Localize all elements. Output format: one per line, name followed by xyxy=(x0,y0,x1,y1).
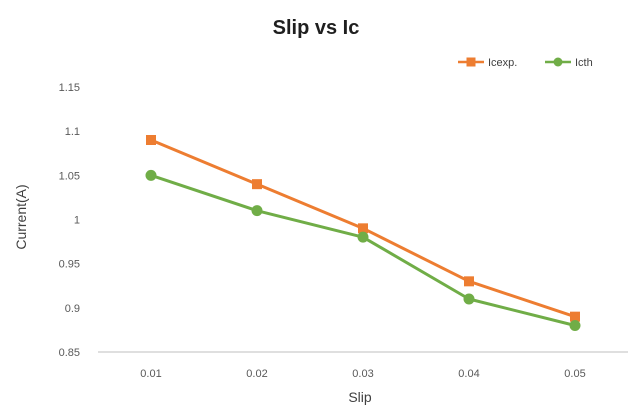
data-point-series-1 xyxy=(569,320,581,331)
legend: Icexp. Icth xyxy=(458,57,593,69)
legend-marker-icexp xyxy=(466,57,476,67)
x-tick-label: 0.03 xyxy=(352,368,373,380)
x-axis-label: Slip xyxy=(348,389,372,405)
data-point-series-1 xyxy=(251,205,263,217)
data-point-series-1 xyxy=(145,169,157,181)
data-point-series-1 xyxy=(463,293,475,305)
legend-label-icth: Icth xyxy=(575,57,593,69)
y-tick-label: 1.1 xyxy=(65,126,80,138)
y-axis: 0.85 0.9 0.95 1 1.05 1.1 1.15 xyxy=(59,82,80,359)
data-point-series-0 xyxy=(570,311,580,322)
series-line-1 xyxy=(150,173,576,327)
x-axis: 0.01 0.02 0.03 0.04 0.05 xyxy=(140,368,585,380)
y-axis-label: Current(A) xyxy=(13,184,29,249)
x-tick-label: 0.02 xyxy=(246,368,267,380)
data-point-series-1 xyxy=(357,231,369,243)
data-point-series-0 xyxy=(358,223,368,234)
x-tick-label: 0.04 xyxy=(458,368,479,380)
y-tick-label: 0.9 xyxy=(65,303,80,315)
y-tick-label: 0.95 xyxy=(59,259,80,271)
y-tick-label: 1.15 xyxy=(59,82,80,94)
legend-marker-icth xyxy=(553,57,563,67)
y-tick-label: 0.85 xyxy=(59,347,80,359)
legend-label-icexp: Icexp. xyxy=(488,57,517,69)
x-tick-label: 0.01 xyxy=(140,368,161,380)
data-point-series-0 xyxy=(464,276,474,287)
data-point-series-0 xyxy=(146,135,156,145)
x-tick-label: 0.05 xyxy=(564,368,585,380)
y-tick-label: 1 xyxy=(74,215,80,227)
series-layer xyxy=(145,135,581,331)
data-point-series-0 xyxy=(252,179,262,190)
y-tick-label: 1.05 xyxy=(59,170,80,182)
chart-title: Slip vs Ic xyxy=(273,17,360,39)
